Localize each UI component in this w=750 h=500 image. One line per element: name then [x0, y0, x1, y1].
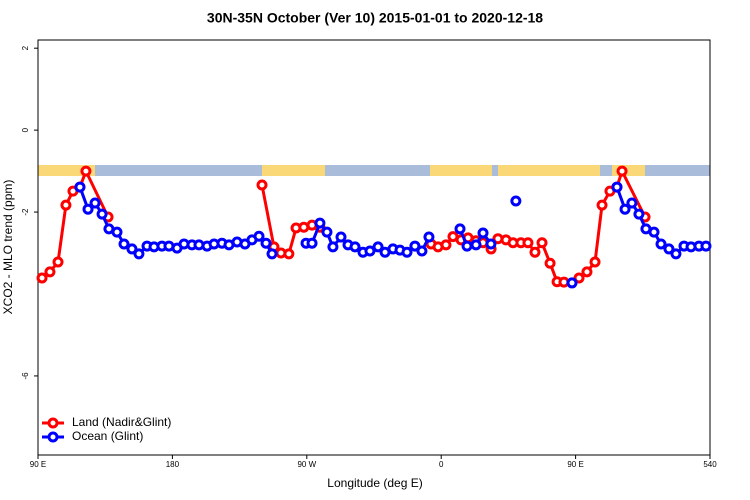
legend-label: Ocean (Glint): [72, 429, 143, 443]
x-tick-label: 90 W: [297, 460, 316, 469]
series-point: [536, 237, 548, 249]
series-point: [260, 237, 272, 249]
series-point: [266, 248, 278, 260]
series-point: [648, 226, 660, 238]
series-point: [118, 238, 130, 250]
y-tick-label: 0: [21, 127, 30, 132]
series-point: [573, 272, 585, 284]
series-point: [616, 165, 628, 177]
series-point: [522, 237, 534, 249]
series-point: [663, 243, 675, 255]
series-point: [364, 245, 376, 257]
series-point: [454, 223, 466, 235]
series-point: [440, 239, 452, 251]
series-point: [82, 203, 94, 215]
series-point: [670, 248, 682, 260]
x-tick-label: 90 E: [567, 460, 583, 469]
series-point: [36, 272, 48, 284]
series-point: [655, 238, 667, 250]
series-point: [256, 179, 268, 191]
x-tick-label: 540: [703, 460, 717, 469]
series-point: [470, 239, 482, 251]
legend-marker: [47, 417, 59, 429]
series-point: [566, 277, 578, 289]
y-axis-label: XCO2 - MLO trend (ppm): [1, 180, 15, 315]
legend: Land (Nadir&Glint)Ocean (Glint): [42, 415, 171, 443]
series-point: [544, 257, 556, 269]
series-point: [510, 195, 522, 207]
series-point: [372, 241, 384, 253]
series-point: [416, 245, 428, 257]
series-point: [423, 231, 435, 243]
x-tick-label: 0: [439, 460, 444, 469]
series-point: [581, 266, 593, 278]
chart-title: 30N-35N October (Ver 10) 2015-01-01 to 2…: [207, 10, 543, 26]
series-point: [306, 237, 318, 249]
series-point: [349, 241, 361, 253]
series-point: [485, 238, 497, 250]
y-tick-label: -6: [21, 372, 30, 380]
series-point: [314, 217, 326, 229]
series-point: [80, 165, 92, 177]
series-point: [589, 256, 601, 268]
series-point: [633, 208, 645, 220]
series-point: [461, 240, 473, 252]
series-point: [596, 199, 608, 211]
series-point: [477, 227, 489, 239]
series-point: [52, 256, 64, 268]
series-point: [327, 241, 339, 253]
land-mask-strip: [38, 165, 710, 176]
series-point: [529, 246, 541, 258]
series-point: [611, 181, 623, 193]
series-point: [253, 230, 265, 242]
series-point: [619, 203, 631, 215]
series-point: [626, 197, 638, 209]
legend-marker: [47, 431, 59, 443]
series-point: [74, 181, 86, 193]
series-point: [126, 243, 138, 255]
series-point: [401, 246, 413, 258]
series-point: [89, 197, 101, 209]
legend-label: Land (Nadir&Glint): [72, 415, 171, 429]
x-tick-label: 90 E: [30, 460, 46, 469]
series-point: [96, 208, 108, 220]
x-tick-label: 180: [166, 460, 180, 469]
y-tick-label: -2: [21, 208, 30, 216]
series-point: [335, 231, 347, 243]
series-point: [111, 226, 123, 238]
series-point: [60, 199, 72, 211]
series-point: [409, 240, 421, 252]
series-point: [321, 226, 333, 238]
x-axis-label: Longitude (deg E): [327, 476, 422, 490]
series-point: [133, 248, 145, 260]
series-point: [700, 240, 712, 252]
series-point: [283, 248, 295, 260]
y-tick-label: 2: [21, 45, 30, 50]
series-point: [44, 266, 56, 278]
